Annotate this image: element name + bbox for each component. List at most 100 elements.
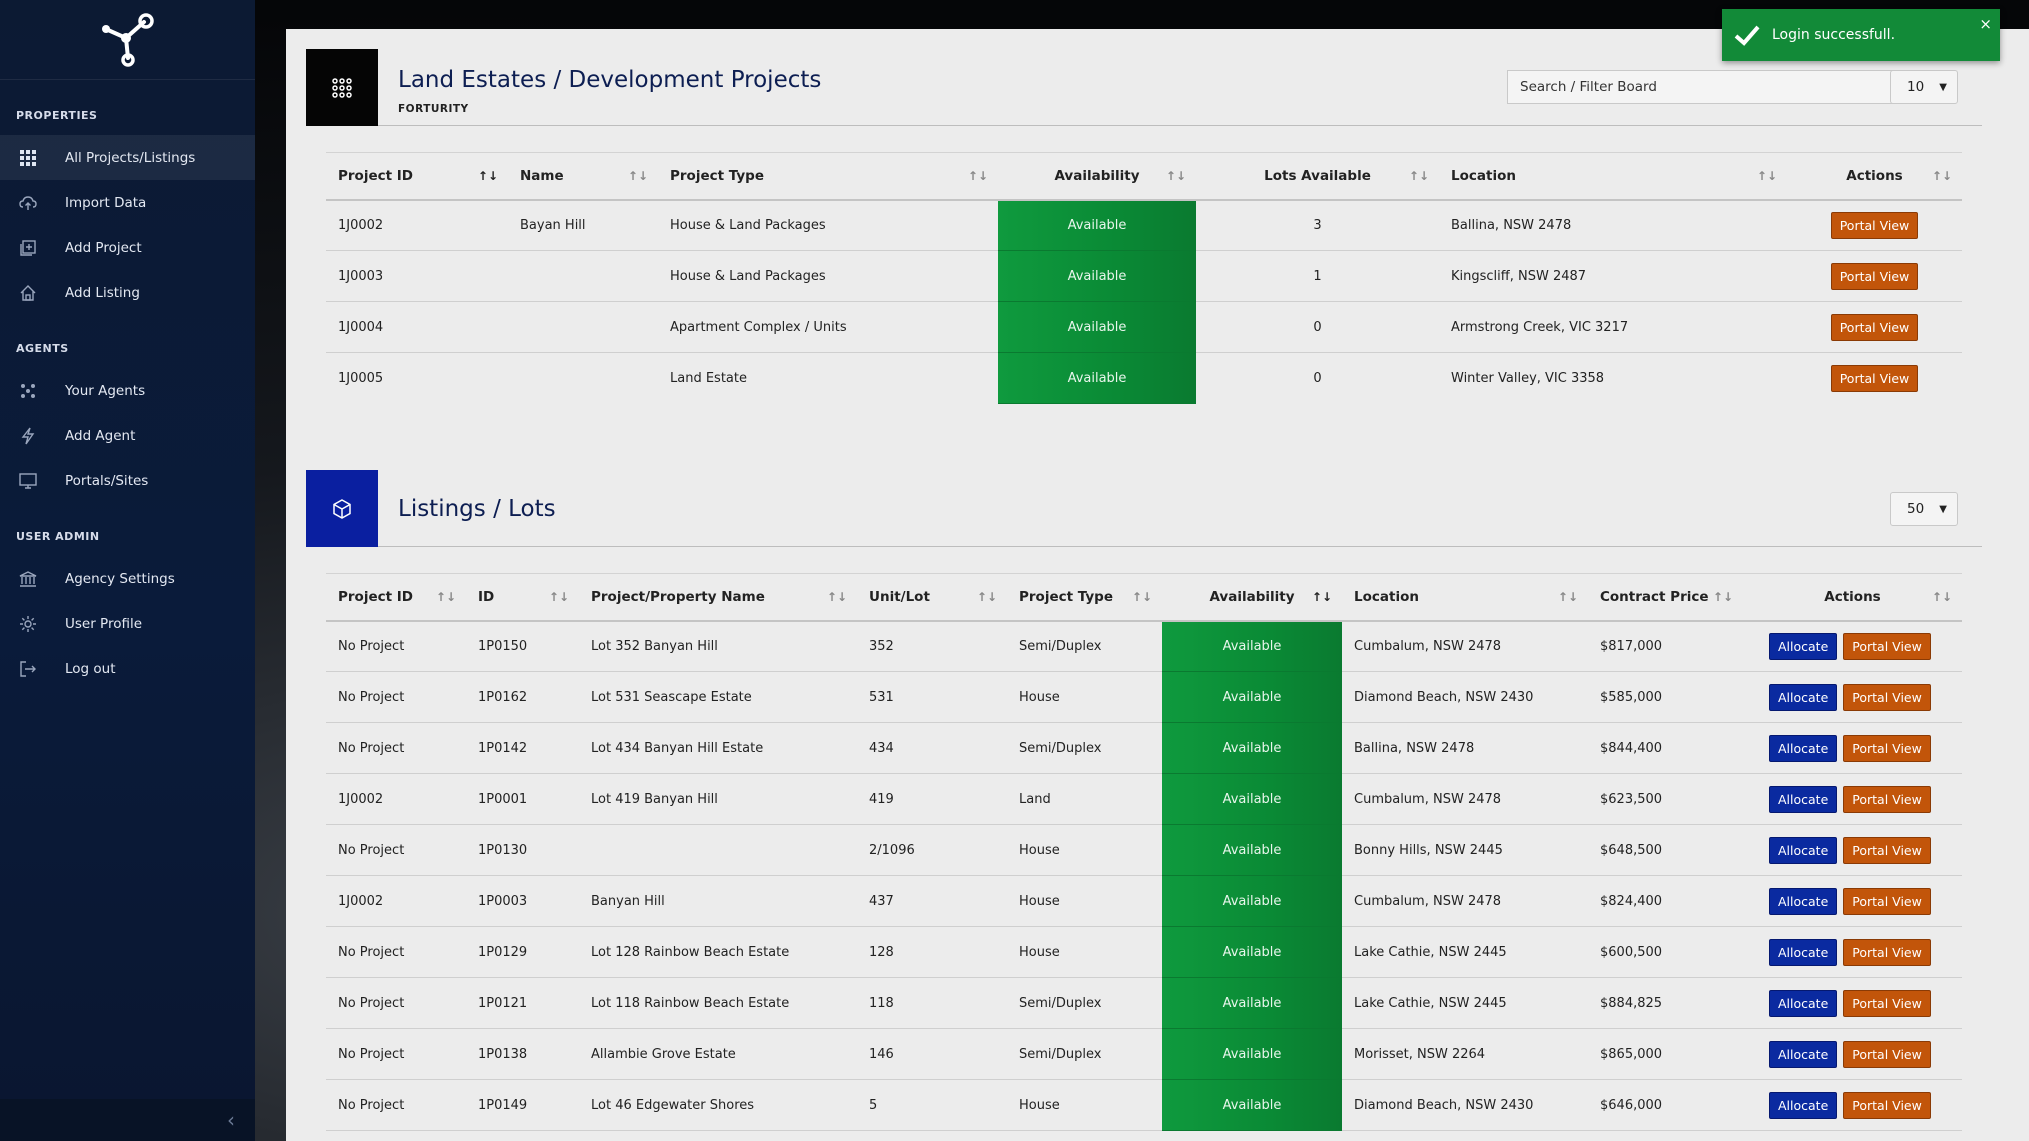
allocate-button[interactable]: Allocate [1769, 887, 1838, 915]
agents-icon [18, 381, 38, 401]
table-row[interactable]: 1J0005 Land Estate Available 0 Winter Va… [326, 352, 1962, 404]
table-row[interactable]: 1J0002 1P0003 Banyan Hill 437 House Available… [326, 875, 1962, 927]
table-row[interactable]: No Project 1P0129 Lot 128 Rainbow Beach Es… [326, 926, 1962, 978]
portal-view-button[interactable]: Portal View [1843, 785, 1931, 813]
sidebar-item-label: Add Listing [65, 284, 140, 301]
table-row[interactable]: No Project 1P0149 Lot 46 Edgewater Shores 5… [326, 1079, 1962, 1131]
cell-availability: Available [1162, 926, 1342, 978]
col-property-name[interactable]: Project/Property Name ↑↓ [579, 573, 857, 622]
col-availability[interactable]: Availability ↑↓ [1162, 573, 1342, 622]
sidebar-item-add-project[interactable]: Add Project [0, 225, 255, 270]
table-row[interactable]: No Project 1P0130 2/1096 House Available Bonn… [326, 824, 1962, 876]
col-contract-price[interactable]: Contract Price ↑↓ [1588, 573, 1743, 622]
cell-type: Land [1007, 773, 1162, 825]
allocate-button[interactable]: Allocate [1769, 683, 1838, 711]
col-label: Name [520, 167, 564, 184]
col-location[interactable]: Location ↑↓ [1342, 573, 1588, 622]
search-filter-input[interactable]: Search / Filter Board [1507, 70, 1893, 104]
portal-view-button[interactable]: Portal View [1843, 989, 1931, 1017]
allocate-button[interactable]: Allocate [1769, 989, 1838, 1017]
col-actions[interactable]: Actions ↑↓ [1743, 573, 1962, 622]
cell-availability: Available [998, 352, 1196, 404]
col-label: Contract Price [1600, 588, 1709, 605]
col-actions[interactable]: Actions ↑↓ [1787, 152, 1962, 201]
col-availability[interactable]: Availability ↑↓ [998, 152, 1196, 201]
sidebar-item-add-agent[interactable]: Add Agent [0, 413, 255, 458]
sidebar-item-label: Log out [65, 660, 116, 677]
listings-page-size-select[interactable]: 50 ▼ [1890, 492, 1958, 526]
allocate-button[interactable]: Allocate [1769, 1091, 1838, 1119]
sidebar-collapse-button[interactable]: ‹ [0, 1099, 255, 1141]
cell-type: House & Land Packages [658, 250, 998, 302]
allocate-button[interactable]: Allocate [1769, 734, 1838, 762]
cell-id: 1P0162 [466, 671, 579, 723]
lightning-icon [18, 426, 38, 446]
col-project-id[interactable]: Project ID ↑↓ [326, 573, 466, 622]
table-row[interactable]: No Project 1P0142 Lot 434 Banyan Hill Esta… [326, 722, 1962, 774]
sidebar-item-user-profile[interactable]: User Profile [0, 601, 255, 646]
col-project-type[interactable]: Project Type ↑↓ [658, 152, 998, 201]
portal-view-button[interactable]: Portal View [1843, 734, 1931, 762]
portal-view-button[interactable]: Portal View [1843, 938, 1931, 966]
sidebar-item-your-agents[interactable]: Your Agents [0, 368, 255, 413]
sidebar-item-all-projects[interactable]: All Projects/Listings [0, 135, 255, 180]
allocate-button[interactable]: Allocate [1769, 632, 1838, 660]
table-row[interactable]: No Project 1P0121 Lot 118 Rainbow Beach Es… [326, 977, 1962, 1029]
sidebar: PROPERTIES All Projects/Listings Import … [0, 0, 255, 1141]
portal-view-button[interactable]: Portal View [1830, 364, 1919, 392]
grid-icon [18, 148, 38, 168]
cell-actions: Portal View [1787, 301, 1962, 353]
cell-availability: Available [1162, 1079, 1342, 1131]
allocate-button[interactable]: Allocate [1769, 1040, 1838, 1068]
sidebar-item-add-listing[interactable]: Add Listing [0, 270, 255, 315]
col-label: Actions [1824, 588, 1881, 605]
sidebar-item-log-out[interactable]: Log out [0, 646, 255, 691]
portal-view-button[interactable]: Portal View [1843, 1040, 1931, 1068]
allocate-button[interactable]: Allocate [1769, 836, 1838, 864]
col-name[interactable]: Name ↑↓ [508, 152, 658, 201]
monitor-icon [18, 471, 38, 491]
portal-view-button[interactable]: Portal View [1830, 211, 1919, 239]
cell-project-id: No Project [326, 671, 466, 723]
allocate-button[interactable]: Allocate [1769, 785, 1838, 813]
projects-header: Land Estates / Development Projects FORT… [306, 49, 1982, 126]
col-unit-lot[interactable]: Unit/Lot ↑↓ [857, 573, 1007, 622]
table-row[interactable]: 1J0004 Apartment Complex / Units Availab… [326, 301, 1962, 353]
col-lots-available[interactable]: Lots Available ↑↓ [1196, 152, 1439, 201]
cell-availability: Available [998, 199, 1196, 251]
portal-view-button[interactable]: Portal View [1843, 632, 1931, 660]
portal-view-button[interactable]: Portal View [1843, 836, 1931, 864]
projects-page-size-value: 10 [1907, 79, 1925, 95]
portal-view-button[interactable]: Portal View [1843, 683, 1931, 711]
cell-actions: Allocate Portal View [1743, 620, 1962, 672]
cell-contract-price: $817,000 [1588, 620, 1743, 672]
portal-view-button[interactable]: Portal View [1830, 313, 1919, 341]
col-location[interactable]: Location ↑↓ [1439, 152, 1787, 201]
close-icon[interactable]: × [1979, 15, 1992, 33]
col-id[interactable]: ID ↑↓ [466, 573, 579, 622]
add-project-icon [18, 238, 38, 258]
cell-location: Kingscliff, NSW 2487 [1439, 250, 1787, 302]
cell-type: House [1007, 1079, 1162, 1131]
projects-page-size-select[interactable]: 10 ▼ [1890, 70, 1958, 104]
col-project-type[interactable]: Project Type ↑↓ [1007, 573, 1162, 622]
sidebar-item-import-data[interactable]: Import Data [0, 180, 255, 225]
table-row[interactable]: 1J0002 Bayan Hill House & Land Packages … [326, 199, 1962, 251]
cell-unit-lot: 434 [857, 722, 1007, 774]
app-logo[interactable] [0, 0, 255, 80]
col-label: Actions [1846, 167, 1903, 184]
portal-view-button[interactable]: Portal View [1830, 262, 1919, 290]
col-project-id[interactable]: Project ID ↑↓ [326, 152, 508, 201]
sidebar-item-portals-sites[interactable]: Portals/Sites [0, 458, 255, 503]
col-label: Unit/Lot [869, 588, 930, 605]
sidebar-item-agency-settings[interactable]: Agency Settings [0, 556, 255, 601]
portal-view-button[interactable]: Portal View [1843, 887, 1931, 915]
cell-unit-lot: 118 [857, 977, 1007, 1029]
allocate-button[interactable]: Allocate [1769, 938, 1838, 966]
table-row[interactable]: No Project 1P0162 Lot 531 Seascape Estate 5… [326, 671, 1962, 723]
table-row[interactable]: No Project 1P0150 Lot 352 Banyan Hill 352 Se… [326, 620, 1962, 672]
portal-view-button[interactable]: Portal View [1843, 1091, 1931, 1119]
table-row[interactable]: 1J0003 House & Land Packages Available 1… [326, 250, 1962, 302]
table-row[interactable]: 1J0002 1P0001 Lot 419 Banyan Hill 419 Land Av… [326, 773, 1962, 825]
table-row[interactable]: No Project 1P0138 Allambie Grove Estate 146… [326, 1028, 1962, 1080]
